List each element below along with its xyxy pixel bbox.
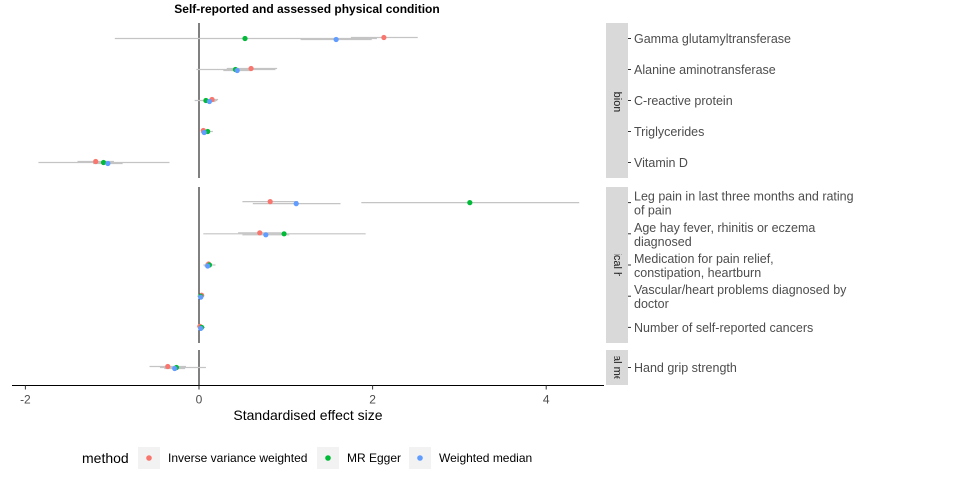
row-label: Age hay fever, rhinitis or eczema diagnos… <box>634 221 815 249</box>
x-tick-label: 0 <box>196 393 203 407</box>
estimate-point <box>172 365 178 372</box>
row-label: Vascular/heart problems diagnosed by doct… <box>634 283 847 311</box>
row-label: Alanine aminotransferase <box>634 63 776 77</box>
legend: method Inverse variance weighted MR Egger… <box>82 447 532 469</box>
row-label-line: diagnosed <box>634 235 692 249</box>
legend-title: method <box>82 450 129 466</box>
estimate-point <box>198 294 204 300</box>
row-label: Number of self-reported cancers <box>634 321 813 335</box>
estimate-point <box>206 98 213 105</box>
estimate-point <box>198 325 204 331</box>
facet-panel: ical mea Hand grip strength <box>149 347 737 389</box>
estimate-point <box>281 231 287 237</box>
facet-strip <box>606 350 628 385</box>
estimate-point <box>293 201 299 207</box>
legend-entry: MR Egger <box>317 447 401 469</box>
row-label-line: doctor <box>634 297 669 311</box>
chart-title: Self-reported and assessed physical cond… <box>174 2 439 16</box>
estimate-point <box>248 65 254 72</box>
forest-row: Medication for pain relief, constipation,… <box>203 252 774 280</box>
facet-panel: Physical health Leg pain in last three mo… <box>197 187 854 343</box>
row-label: Triglycerides <box>634 125 704 139</box>
estimate-point <box>333 36 339 43</box>
legend-key <box>325 455 331 461</box>
estimate-point <box>263 232 269 238</box>
x-tick-label: 4 <box>543 393 550 407</box>
estimate-point <box>201 129 207 136</box>
forest-row: Vascular/heart problems diagnosed by doct… <box>197 283 847 311</box>
forest-row: Leg pain in last three months and rating… <box>242 190 854 218</box>
x-axis-title: Standardised effect size <box>233 407 382 423</box>
estimate-point <box>257 230 263 236</box>
legend-entry: Inverse variance weighted <box>138 447 307 469</box>
x-tick-label: 2 <box>369 393 376 407</box>
estimate-point <box>105 160 111 167</box>
estimate-point <box>267 199 273 205</box>
estimate-point <box>234 67 240 74</box>
estimate-point <box>165 363 171 370</box>
row-label: Medication for pain relief, constipation,… <box>634 252 774 280</box>
estimate-point <box>93 158 99 165</box>
row-label: Hand grip strength <box>634 361 737 375</box>
estimate-point <box>467 200 473 206</box>
forest-row: Age hay fever, rhinitis or eczema diagnos… <box>203 221 815 249</box>
row-label: Vitamin D <box>634 156 688 170</box>
x-tick-label: -2 <box>20 393 31 407</box>
legend-key <box>146 455 152 461</box>
plot-panels: Blood biomarker Gamma glutamyltransferase… <box>38 23 854 389</box>
estimate-point <box>100 159 107 166</box>
row-label-line: Age hay fever, rhinitis or eczema <box>634 221 815 235</box>
forest-row: Triglycerides <box>200 125 704 139</box>
row-label-line: of pain <box>634 204 672 218</box>
row-label: Gamma glutamyltransferase <box>634 32 791 46</box>
row-label: Leg pain in last three months and rating… <box>634 190 854 218</box>
facet-strip <box>606 187 628 343</box>
legend-label: Inverse variance weighted <box>168 451 307 465</box>
legend-key <box>417 455 423 461</box>
row-label-line: Vascular/heart problems diagnosed by <box>634 283 847 297</box>
facet-strip-label: Physical health <box>611 228 623 302</box>
facet-strip-label: ical mea <box>611 347 623 389</box>
x-axis: -2 0 2 4 <box>12 385 604 407</box>
forest-row: Alanine aminotransferase <box>196 63 776 77</box>
legend-entry: Weighted median <box>409 447 532 469</box>
legend-label: MR Egger <box>347 451 401 465</box>
legend-label: Weighted median <box>439 451 532 465</box>
estimate-point <box>242 35 248 42</box>
facet-panel: Blood biomarker Gamma glutamyltransferase… <box>38 23 791 178</box>
forest-row: Vitamin D <box>38 156 688 170</box>
facet-strip-label: Blood biomarker <box>611 60 623 140</box>
row-label-line: constipation, heartburn <box>634 266 761 280</box>
forest-row: Gamma glutamyltransferase <box>114 32 791 46</box>
estimate-point <box>381 34 387 41</box>
forest-row: Hand grip strength <box>149 361 737 375</box>
facet-strip <box>606 23 628 178</box>
row-label-line: Leg pain in last three months and rating <box>634 190 854 204</box>
forest-row: Number of self-reported cancers <box>197 321 813 335</box>
row-label-line: Medication for pain relief, <box>634 252 774 266</box>
forest-row: C-reactive protein <box>194 94 733 108</box>
estimate-point <box>205 263 211 269</box>
row-label: C-reactive protein <box>634 94 733 108</box>
